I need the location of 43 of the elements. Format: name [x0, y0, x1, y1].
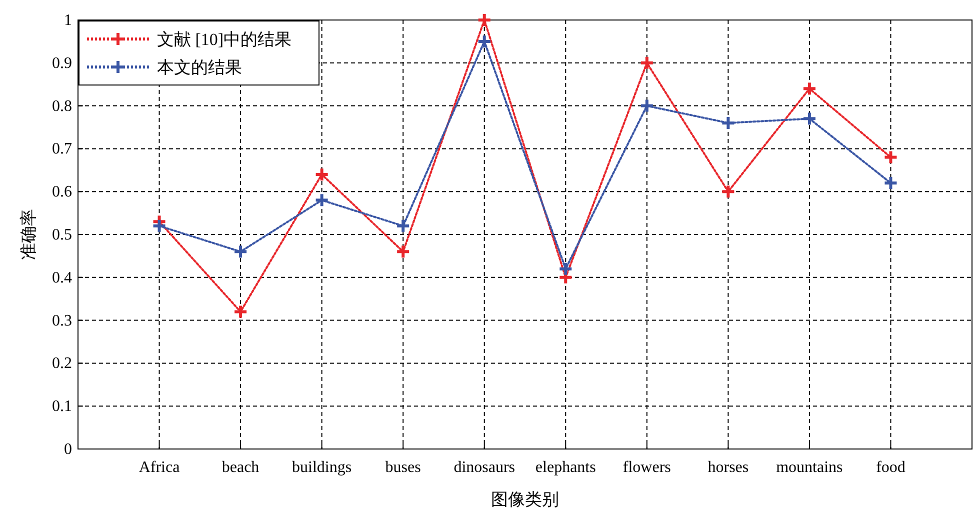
x-tick-label: food — [876, 459, 906, 476]
point — [883, 150, 898, 165]
x-tick-label: Africa — [138, 459, 180, 476]
legend-label: 文献 [10]中的结果 — [157, 30, 292, 49]
point — [152, 218, 167, 234]
point — [883, 176, 898, 191]
point — [802, 81, 817, 96]
point — [233, 244, 248, 260]
point — [802, 111, 817, 126]
point — [314, 192, 330, 208]
y-tick-label: 0.2 — [52, 355, 72, 372]
y-tick-label: 0 — [64, 441, 72, 458]
point — [639, 98, 654, 114]
y-tick-label: 0.7 — [52, 140, 72, 158]
y-tick-label: 0.1 — [52, 398, 72, 416]
y-tick-label: 1 — [64, 12, 72, 29]
point — [396, 218, 411, 234]
x-tick-label: dinosaurs — [454, 459, 516, 476]
y-tick-label: 0.3 — [52, 312, 72, 330]
x-tick-label: mountains — [776, 459, 843, 476]
point — [639, 55, 654, 70]
x-tick-label: horses — [708, 459, 749, 476]
x-tick-label: buildings — [292, 459, 352, 476]
y-tick-label: 0.8 — [52, 98, 72, 115]
point — [720, 115, 736, 130]
x-tick-label: elephants — [535, 459, 596, 476]
point — [720, 184, 736, 200]
y-tick-label: 0.6 — [52, 184, 72, 201]
point — [558, 261, 574, 276]
y-tick-label: 0.4 — [52, 269, 72, 286]
x-axis-title: 图像类别 — [491, 490, 559, 509]
point — [476, 12, 492, 28]
x-tick-label: buses — [385, 459, 421, 476]
legend-label: 本文的结果 — [157, 58, 242, 77]
point — [476, 34, 492, 49]
point — [396, 244, 411, 260]
y-tick-label: 0.5 — [52, 226, 72, 244]
y-tick-label: 0.9 — [52, 54, 72, 72]
y-axis-title: 准确率 — [19, 209, 38, 260]
point — [233, 304, 248, 320]
x-tick-label: flowers — [622, 459, 671, 476]
x-tick-label: beach — [222, 459, 260, 476]
point — [314, 166, 330, 182]
